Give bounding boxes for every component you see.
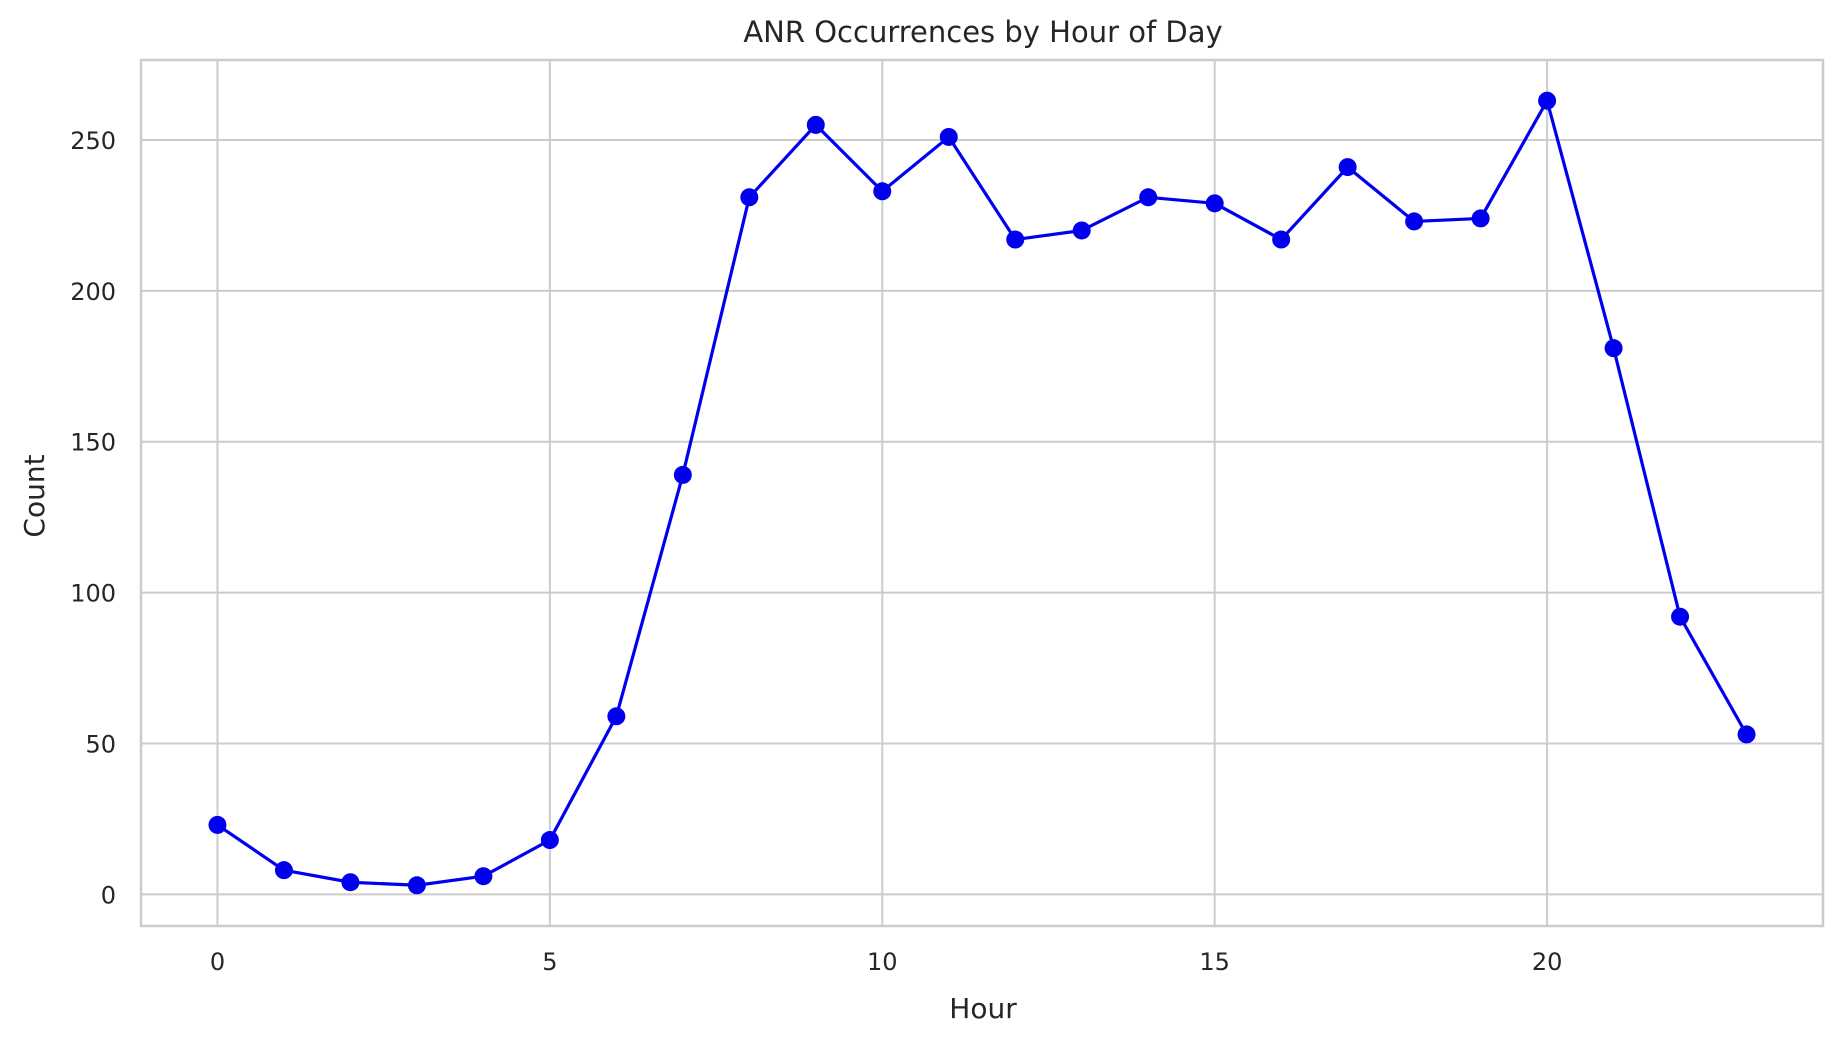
data-point xyxy=(1338,158,1357,177)
x-tick-label: 0 xyxy=(210,948,225,976)
data-point xyxy=(806,115,825,134)
x-tick-label: 20 xyxy=(1532,948,1563,976)
data-point xyxy=(1139,188,1158,207)
data-point xyxy=(873,182,892,201)
y-tick-label: 250 xyxy=(70,127,116,155)
data-point xyxy=(341,873,360,892)
series-line xyxy=(216,99,1748,887)
grid-lines xyxy=(141,60,1823,926)
y-tick-label: 200 xyxy=(70,278,116,306)
data-point xyxy=(740,188,759,207)
y-tick-label: 100 xyxy=(70,580,116,608)
chart-title: ANR Occurrences by Hour of Day xyxy=(743,15,1222,49)
x-tick-label: 15 xyxy=(1199,948,1230,976)
x-axis-title: Hour xyxy=(949,992,1017,1025)
y-tick-label: 50 xyxy=(85,730,116,758)
data-point xyxy=(1737,725,1756,744)
y-tick-label: 0 xyxy=(101,881,116,909)
y-axis-title: Count xyxy=(18,454,51,537)
data-point xyxy=(1604,339,1623,358)
data-point xyxy=(939,127,958,146)
data-point xyxy=(607,707,626,726)
data-point xyxy=(1272,230,1291,249)
x-tick-label: 5 xyxy=(542,948,557,976)
data-point xyxy=(474,867,493,886)
data-point xyxy=(1006,230,1025,249)
data-point xyxy=(1671,607,1690,626)
plot-frame xyxy=(139,58,1825,928)
data-point xyxy=(1205,194,1224,213)
data-point xyxy=(407,876,426,895)
data-point xyxy=(1405,212,1424,231)
data-point xyxy=(274,861,293,880)
data-point xyxy=(1072,221,1091,240)
data-point xyxy=(1538,91,1557,110)
x-tick-label: 10 xyxy=(867,948,898,976)
data-point xyxy=(208,815,227,834)
data-point xyxy=(673,465,692,484)
data-point xyxy=(1471,209,1490,228)
data-point xyxy=(540,831,559,850)
y-tick-label: 150 xyxy=(70,429,116,457)
